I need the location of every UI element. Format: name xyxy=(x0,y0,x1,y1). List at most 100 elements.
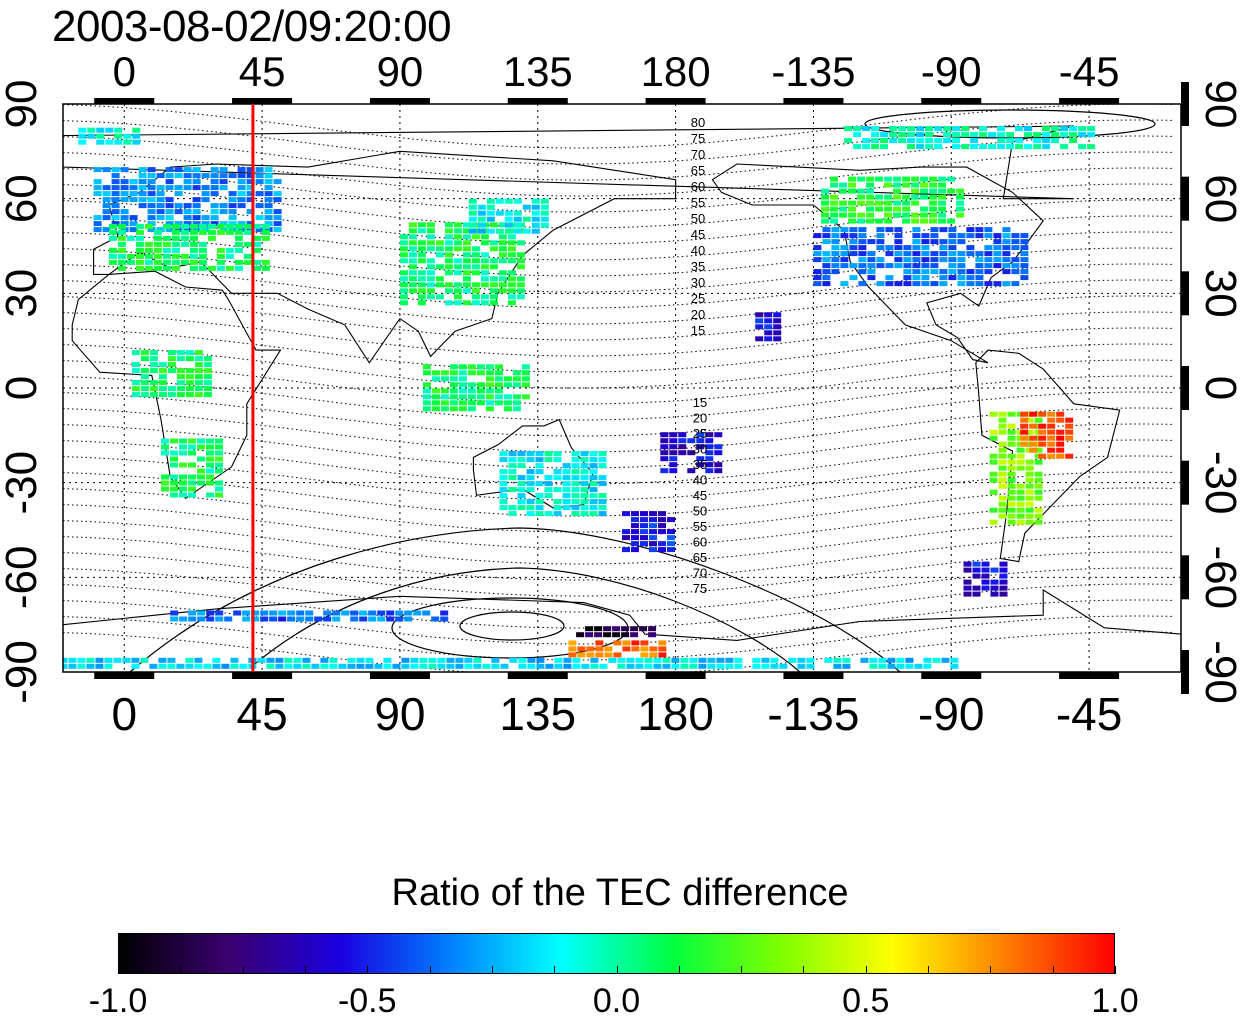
tec-cell xyxy=(165,221,174,227)
tec-cell xyxy=(563,663,572,669)
tec-cell xyxy=(383,657,392,663)
tec-cell xyxy=(866,176,875,182)
y-tick-bar-right xyxy=(1181,176,1189,221)
tec-cell xyxy=(467,406,476,412)
x-tick-bar-bottom xyxy=(232,672,293,679)
tec-cell xyxy=(912,233,921,239)
x-tick-bar-top xyxy=(369,98,430,104)
tec-cell xyxy=(480,240,489,246)
tec-cell xyxy=(858,281,867,287)
tec-cell xyxy=(644,663,653,669)
tec-cell xyxy=(374,663,383,669)
tec-cell xyxy=(876,227,885,233)
tec-cell xyxy=(332,616,341,622)
tec-cell xyxy=(773,324,782,330)
tec-cell xyxy=(215,610,224,616)
tec-cell xyxy=(87,133,96,139)
tec-cell xyxy=(462,252,471,258)
tec-cell xyxy=(522,228,531,234)
tec-cell xyxy=(147,203,156,209)
tec-cell xyxy=(590,663,599,669)
tec-cell xyxy=(612,626,621,632)
tec-cell xyxy=(586,652,595,658)
tec-cell xyxy=(512,370,521,376)
tec-cell xyxy=(104,663,113,669)
tec-cell xyxy=(553,469,562,475)
tec-cell xyxy=(507,246,516,252)
tec-cell xyxy=(219,185,228,191)
tec-cell xyxy=(622,529,630,535)
tec-cell xyxy=(571,505,580,511)
tec-cell xyxy=(165,173,174,179)
tec-cell xyxy=(1016,459,1025,465)
tec-cell xyxy=(216,223,225,229)
contour-label: 65 xyxy=(693,550,707,565)
tec-cell xyxy=(458,376,467,382)
tec-cell xyxy=(246,185,255,191)
tec-cell xyxy=(631,529,639,535)
tec-cell xyxy=(1042,126,1051,132)
tec-cell xyxy=(562,487,571,493)
tec-cell xyxy=(849,233,858,239)
tec-cell xyxy=(952,126,961,132)
tec-cell xyxy=(453,234,462,240)
tec-cell xyxy=(658,640,667,646)
tec-cell xyxy=(981,567,990,573)
tec-cell xyxy=(140,350,149,356)
tec-cell xyxy=(188,474,196,480)
contour-label: 20 xyxy=(693,411,707,426)
tec-cell xyxy=(1025,507,1034,513)
tec-cell xyxy=(526,457,535,463)
tec-cell xyxy=(237,185,246,191)
tec-cell xyxy=(848,212,857,218)
tec-cell xyxy=(526,487,535,493)
tec-cell xyxy=(925,132,934,138)
tec-cell xyxy=(194,350,203,356)
tec-cell xyxy=(131,368,140,374)
tec-cell xyxy=(453,258,462,264)
tec-cell xyxy=(170,462,178,468)
tec-cell xyxy=(50,664,58,669)
tec-cell xyxy=(422,406,431,412)
tec-cell xyxy=(225,223,234,229)
tec-cell xyxy=(517,463,526,469)
tec-cell xyxy=(162,253,171,259)
tec-cell xyxy=(123,133,132,139)
tec-cell xyxy=(129,197,138,203)
tec-cell xyxy=(266,663,275,669)
tec-cell xyxy=(1007,429,1016,435)
tec-cell xyxy=(102,167,111,173)
x-tick-bar-top xyxy=(94,98,155,104)
tec-cell xyxy=(966,275,975,281)
tec-cell xyxy=(631,523,639,529)
contour-line xyxy=(63,599,1174,645)
contour-line xyxy=(63,311,1174,357)
tec-cell xyxy=(365,657,374,663)
tec-cell xyxy=(903,263,912,269)
tec-cell xyxy=(203,362,212,368)
tec-cell xyxy=(455,663,464,669)
tec-cell xyxy=(482,663,491,669)
tec-cell xyxy=(129,185,138,191)
tec-cell xyxy=(255,191,264,197)
tec-cell xyxy=(234,229,243,235)
tec-cell xyxy=(486,210,495,216)
tec-cell xyxy=(911,194,920,200)
tec-cell xyxy=(669,456,678,462)
tec-cell xyxy=(1029,411,1038,417)
tec-cell xyxy=(467,382,476,388)
tec-cell xyxy=(1087,144,1096,150)
contour-label: 25 xyxy=(693,426,707,441)
tec-cell xyxy=(963,591,972,597)
tec-cell xyxy=(123,139,132,145)
tec-cell xyxy=(1087,132,1096,138)
tec-cell xyxy=(866,200,875,206)
tec-cell xyxy=(894,227,903,233)
tec-cell xyxy=(512,400,521,406)
tec-cell xyxy=(568,652,577,658)
tec-cell xyxy=(269,616,278,622)
tec-cell xyxy=(689,657,698,663)
tec-cell xyxy=(1051,138,1060,144)
tec-cell xyxy=(144,265,153,271)
tec-cell xyxy=(975,251,984,257)
